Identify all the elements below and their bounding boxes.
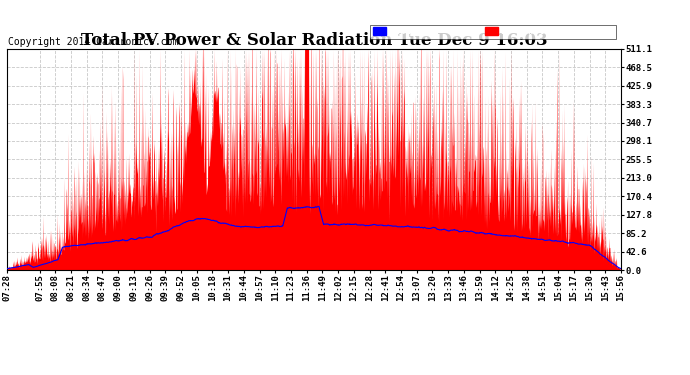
Legend: Radiation  (w/m2), PV Panels  (DC Watts): Radiation (w/m2), PV Panels (DC Watts) (370, 24, 616, 39)
Title: Total PV Power & Solar Radiation Tue Dec 9 16:03: Total PV Power & Solar Radiation Tue Dec… (81, 32, 547, 49)
Text: Copyright 2014 Cartronics.com: Copyright 2014 Cartronics.com (8, 36, 179, 46)
